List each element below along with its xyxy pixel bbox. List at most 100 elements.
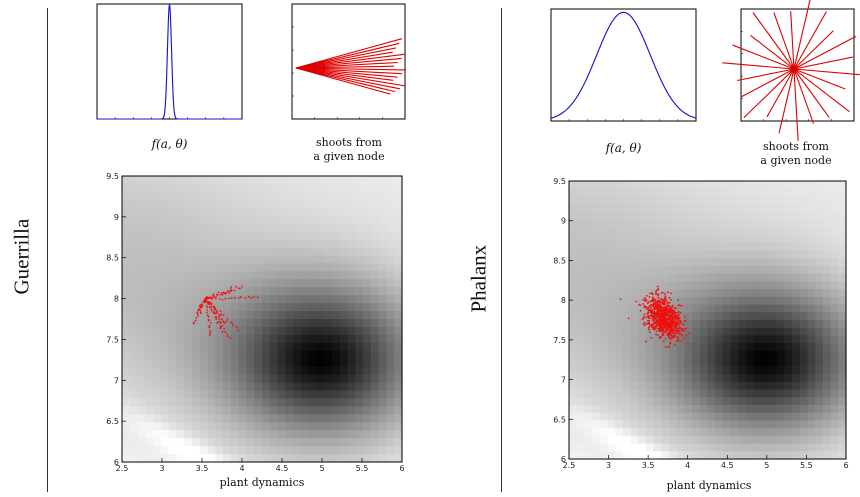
heatmap-cell xyxy=(676,273,686,282)
heatmap-cell xyxy=(592,242,601,252)
heatmap-cell xyxy=(207,319,216,328)
heatmap-cell xyxy=(738,235,747,244)
growth-point xyxy=(244,297,247,299)
heatmap-cell xyxy=(277,438,286,447)
heatmap-cell xyxy=(576,242,585,252)
heatmap-cell xyxy=(622,312,632,321)
heatmap-cell xyxy=(630,196,639,205)
heatmap-cell xyxy=(576,289,585,298)
heatmap-cell xyxy=(676,296,686,306)
heatmap-cell xyxy=(830,242,839,252)
growth-point xyxy=(677,316,680,319)
growth-point xyxy=(659,326,662,329)
growth-point xyxy=(229,337,232,339)
heatmap-cell xyxy=(316,430,325,439)
heatmap-cell xyxy=(246,255,255,264)
heatmap-cell xyxy=(630,327,639,337)
heatmap-cell xyxy=(207,191,216,201)
heatmap-cell xyxy=(394,390,403,400)
heatmap-cell xyxy=(776,250,786,259)
heatmap-cell xyxy=(285,303,294,312)
heatmap-cell xyxy=(184,382,193,392)
heatmap-cell xyxy=(684,366,693,375)
growth-point xyxy=(225,291,228,294)
heatmap-cell xyxy=(776,211,786,221)
heatmap-cell xyxy=(238,183,248,193)
growth-point xyxy=(656,307,659,309)
heatmap-cell xyxy=(176,454,185,463)
heatmap-cell xyxy=(339,215,349,225)
heatmap-cell xyxy=(122,398,131,407)
phalanx-f-plot xyxy=(550,8,697,122)
heatmap-cell xyxy=(269,438,279,447)
heatmap-cell xyxy=(238,279,248,288)
heatmap-cell xyxy=(184,231,193,241)
heatmap-cell xyxy=(607,335,616,344)
heatmap-cell xyxy=(715,181,724,190)
heatmap-cell xyxy=(807,343,816,352)
heatmap-cell xyxy=(745,343,755,352)
heatmap-cell xyxy=(822,281,832,290)
heatmap-cell xyxy=(776,350,786,360)
heatmap-cell xyxy=(269,390,279,400)
heatmap-cell xyxy=(324,176,333,185)
growth-point xyxy=(234,297,236,299)
heatmap-cell xyxy=(300,390,310,400)
heatmap-cell xyxy=(332,223,341,233)
heatmap-cell xyxy=(815,235,824,244)
heatmap-cell xyxy=(246,311,255,320)
heatmap-cell xyxy=(761,443,770,452)
heatmap-cell xyxy=(176,350,185,360)
heatmap-cell xyxy=(192,183,201,193)
heatmap-cell xyxy=(363,446,372,455)
heatmap-cell xyxy=(776,366,786,375)
heatmap-cell xyxy=(792,404,801,414)
heatmap-cell xyxy=(599,358,609,367)
heatmap-cell xyxy=(645,412,655,421)
heatmap-cell xyxy=(784,374,793,383)
heatmap-cell xyxy=(645,188,655,198)
heatmap-cell xyxy=(692,435,701,445)
heatmap-cell xyxy=(137,438,146,447)
growth-point xyxy=(645,294,648,297)
heatmap-cell xyxy=(254,295,263,304)
heatmap-cell xyxy=(308,438,318,447)
growth-point xyxy=(660,329,663,331)
heatmap-cell xyxy=(285,358,294,368)
heatmap-cell xyxy=(129,366,139,376)
heatmap-cell xyxy=(630,242,639,252)
heatmap-cell xyxy=(316,406,325,415)
heatmap-cell xyxy=(830,451,839,460)
heatmap-cell xyxy=(584,428,593,437)
heatmap-cell xyxy=(684,451,693,460)
heatmap-cell xyxy=(199,223,209,233)
growth-point xyxy=(221,330,224,333)
heatmap-cell xyxy=(661,451,670,460)
heatmap-cell xyxy=(215,334,224,344)
heatmap-cell xyxy=(769,204,778,213)
heatmap-cell xyxy=(815,227,824,236)
growth-point xyxy=(619,298,622,301)
heatmap-cell xyxy=(799,289,809,298)
growth-point xyxy=(228,297,230,300)
heatmap-cell xyxy=(607,188,616,198)
y-tick-label: 8.5 xyxy=(553,256,566,265)
heatmap-cell xyxy=(262,326,271,336)
heatmap-cell xyxy=(722,350,732,360)
heatmap-cell xyxy=(599,312,609,321)
heatmap-cell xyxy=(129,422,139,431)
heatmap-cell xyxy=(254,454,263,463)
heatmap-cell xyxy=(129,430,139,439)
heatmap-cell xyxy=(394,334,403,344)
growth-point xyxy=(209,302,211,305)
heatmap-cell xyxy=(645,312,655,321)
heatmap-cell xyxy=(168,406,178,415)
heatmap-cell xyxy=(715,312,724,321)
heatmap-cell xyxy=(262,176,271,185)
heatmap-cell xyxy=(822,227,832,236)
heatmap-cell xyxy=(269,334,279,344)
heatmap-cell xyxy=(370,247,380,257)
heatmap-cell xyxy=(347,334,356,344)
growth-point xyxy=(652,303,655,306)
heatmap-cell xyxy=(176,191,185,201)
